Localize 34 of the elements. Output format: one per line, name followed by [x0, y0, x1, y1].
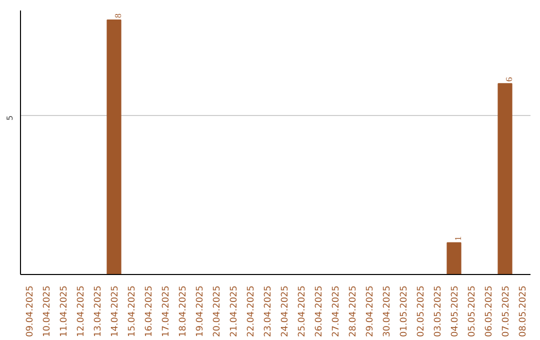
x-tick-label: 30.04.2025: [382, 286, 392, 338]
x-tick-label: 12.04.2025: [76, 286, 86, 338]
x-tick-label: 28.04.2025: [348, 286, 358, 338]
x-tick-label: 24.04.2025: [280, 286, 290, 338]
x-tick-label: 18.04.2025: [178, 286, 188, 338]
data-label: 1: [453, 236, 463, 241]
x-tick-label: 05.05.2025: [468, 286, 478, 338]
x-tick-label: 02.05.2025: [416, 286, 426, 338]
x-tick-label: 08.05.2025: [518, 286, 528, 338]
x-tick-label: 06.05.2025: [484, 286, 494, 338]
data-label: 6: [504, 76, 514, 82]
x-tick-label: 16.04.2025: [144, 286, 154, 338]
x-tick-label: 27.04.2025: [332, 286, 342, 338]
x-tick-label: 15.04.2025: [128, 286, 138, 338]
x-tick-label: 19.04.2025: [196, 286, 206, 338]
x-tick-label: 22.04.2025: [246, 286, 256, 338]
y-tick-label: 5: [6, 115, 14, 121]
x-tick-label: 04.05.2025: [450, 286, 460, 338]
x-tick-label: 29.04.2025: [366, 286, 376, 338]
x-tick-label: 20.04.2025: [212, 286, 222, 338]
x-tick-label: 17.04.2025: [162, 286, 172, 338]
x-tick-label: 03.05.2025: [434, 286, 444, 338]
x-tick-label: 25.04.2025: [298, 286, 308, 338]
x-tick-label: 26.04.2025: [314, 286, 324, 338]
x-tick-label: 01.05.2025: [400, 286, 410, 338]
x-tick-label: 07.05.2025: [502, 286, 512, 338]
data-label: 8: [113, 13, 123, 18]
x-tick-label: 23.04.2025: [264, 286, 274, 338]
x-tick-label: 11.04.2025: [60, 286, 70, 338]
x-tick-label: 10.04.2025: [42, 286, 52, 338]
x-tick-label: 13.04.2025: [94, 286, 104, 338]
x-tick-label: 09.04.2025: [26, 286, 36, 338]
x-tick-label: 21.04.2025: [230, 286, 240, 338]
x-tick-label: 14.04.2025: [110, 286, 120, 338]
